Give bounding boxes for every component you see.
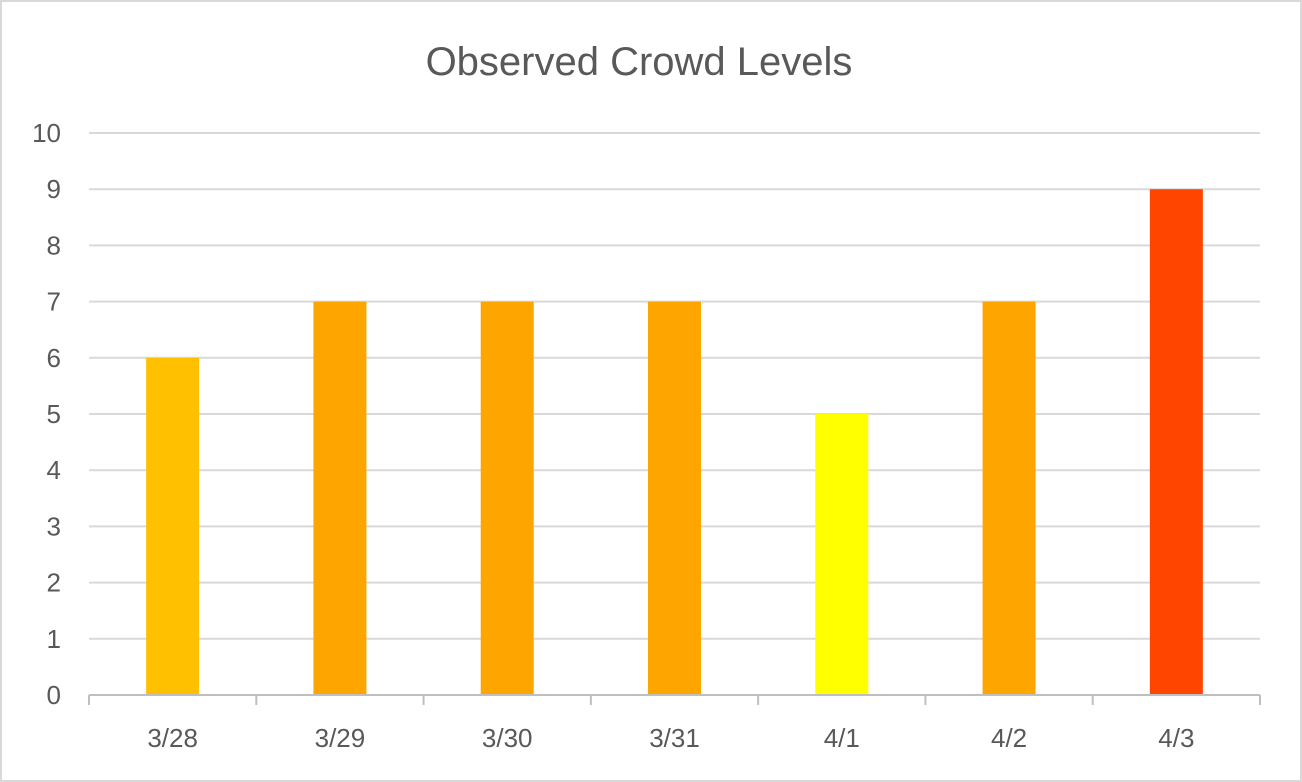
- y-tick-label-8: 8: [47, 230, 61, 260]
- x-axis: [88, 694, 1261, 705]
- x-tick-label-3/31: 3/31: [649, 723, 700, 753]
- bar-4/1: [815, 414, 869, 695]
- x-tick-label-4/2: 4/2: [991, 723, 1027, 753]
- bar-3/29: [313, 301, 367, 695]
- y-tick-label-10: 10: [32, 118, 61, 148]
- y-tick-label-6: 6: [47, 343, 61, 373]
- y-tick-label-3: 3: [47, 511, 61, 541]
- y-tick-label-4: 4: [47, 455, 61, 485]
- y-tick-label-9: 9: [47, 174, 61, 204]
- bar-4/3: [1149, 189, 1203, 695]
- y-tick-label-1: 1: [47, 624, 61, 654]
- chart-title: Observed Crowd Levels: [426, 40, 853, 84]
- y-tick-label-2: 2: [47, 568, 61, 598]
- bar-3/28: [146, 357, 200, 695]
- bar-3/30: [480, 301, 534, 695]
- x-axis-tick-labels: 3/28 3/29 3/30 3/31 4/1 4/2 4/3: [147, 723, 1194, 753]
- y-tick-label-5: 5: [47, 399, 61, 429]
- y-tick-label-0: 0: [47, 680, 61, 710]
- x-tick-label-4/1: 4/1: [824, 723, 860, 753]
- x-tick-label-3/29: 3/29: [315, 723, 366, 753]
- bar-4/2: [982, 301, 1036, 695]
- bars: [146, 189, 1203, 695]
- bar-3/31: [648, 301, 701, 695]
- x-tick-label-3/30: 3/30: [482, 723, 533, 753]
- y-axis-tick-labels: 0 1 2 3 4 5 6 7 8 9 10: [32, 118, 61, 710]
- y-tick-label-7: 7: [47, 287, 61, 317]
- x-tick-label-4/3: 4/3: [1158, 723, 1194, 753]
- x-tick-label-3/28: 3/28: [147, 723, 198, 753]
